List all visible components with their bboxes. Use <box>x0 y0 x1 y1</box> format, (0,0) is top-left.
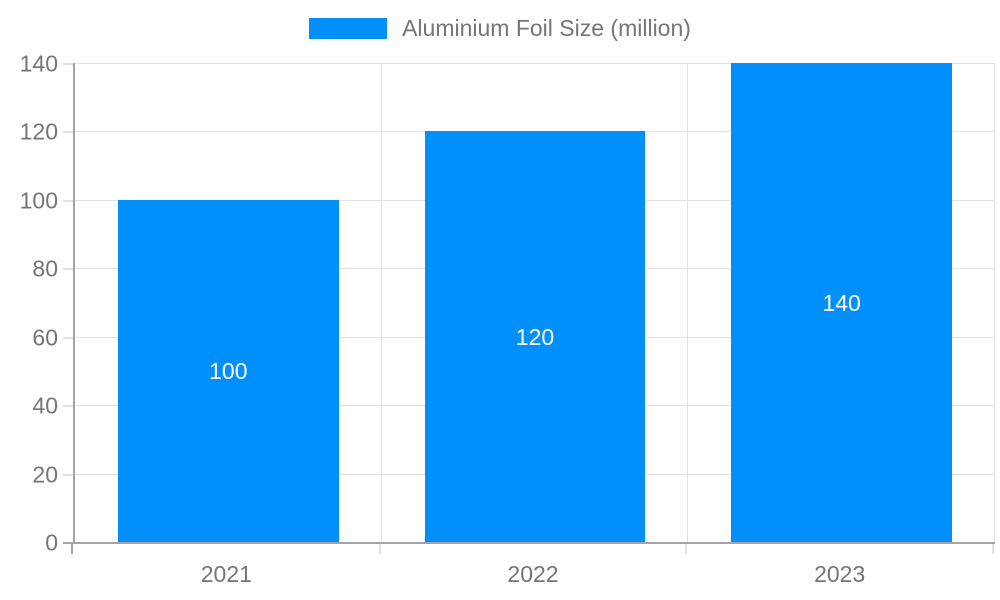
y-axis-label: 60 <box>32 324 58 351</box>
y-axis-label: 100 <box>19 187 58 214</box>
x-tick <box>992 544 994 554</box>
legend[interactable]: Aluminium Foil Size (million) <box>0 17 1000 40</box>
plot-area: 100 120 140 <box>73 63 995 544</box>
v-gridline <box>380 63 382 542</box>
y-tick <box>63 542 73 544</box>
legend-label: Aluminium Foil Size (million) <box>402 15 691 41</box>
y-tick <box>63 199 73 202</box>
y-axis-label: 0 <box>45 529 58 556</box>
y-axis-label: 40 <box>32 392 58 419</box>
y-tick <box>63 473 73 476</box>
y-axis-label: 80 <box>32 255 58 282</box>
v-gridline <box>994 63 995 542</box>
bar-value-label: 100 <box>209 357 248 384</box>
y-axis-label: 140 <box>19 50 58 77</box>
x-tick <box>378 544 381 554</box>
x-axis-label: 2022 <box>507 561 559 587</box>
y-tick <box>63 336 73 339</box>
x-tick <box>685 544 688 554</box>
v-gridline <box>687 63 689 542</box>
x-axis-label: 2023 <box>814 561 866 587</box>
y-tick <box>63 131 73 134</box>
bar-value-label: 140 <box>822 289 861 316</box>
y-tick <box>63 63 73 65</box>
x-tick <box>71 544 73 554</box>
x-axis-label: 2021 <box>200 561 252 587</box>
bar[interactable]: 140 <box>731 63 953 542</box>
y-tick <box>63 405 73 408</box>
y-tick <box>63 268 73 271</box>
bar-value-label: 120 <box>515 323 555 350</box>
y-gridline <box>75 63 995 64</box>
legend-swatch <box>309 18 388 39</box>
bar[interactable]: 120 <box>424 131 646 542</box>
y-axis-label: 120 <box>19 118 58 145</box>
bar[interactable]: 100 <box>117 199 339 542</box>
y-axis-label: 20 <box>32 461 58 488</box>
